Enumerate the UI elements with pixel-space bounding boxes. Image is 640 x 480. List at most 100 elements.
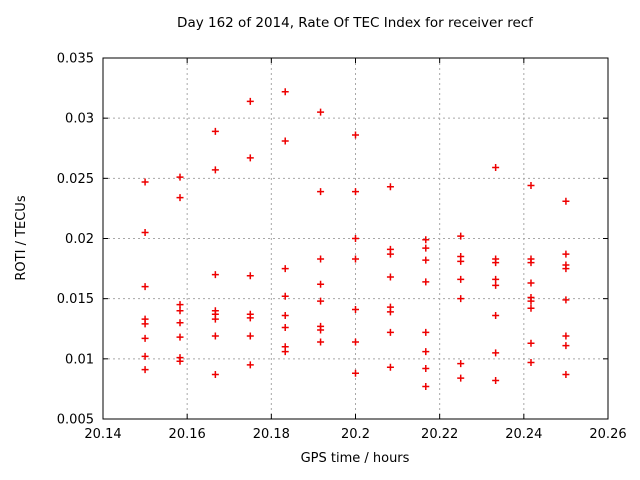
y-tick-label: 0.035 bbox=[57, 52, 94, 67]
data-point bbox=[527, 297, 535, 305]
data-point bbox=[281, 312, 289, 320]
data-point bbox=[176, 301, 184, 309]
data-point bbox=[176, 194, 184, 202]
data-point bbox=[141, 283, 149, 291]
data-point bbox=[176, 173, 184, 181]
y-tick-label: 0.025 bbox=[57, 172, 94, 187]
data-point bbox=[281, 137, 289, 145]
data-point bbox=[422, 278, 430, 286]
data-point bbox=[352, 255, 359, 263]
data-point bbox=[141, 320, 149, 328]
x-axis-label: GPS time / hours bbox=[301, 451, 410, 466]
data-point bbox=[246, 314, 254, 322]
data-point bbox=[457, 257, 465, 265]
data-point bbox=[527, 182, 535, 190]
chart-title: Day 162 of 2014, Rate Of TEC Index for r… bbox=[177, 15, 534, 31]
data-point bbox=[176, 307, 184, 315]
data-point bbox=[211, 370, 219, 378]
data-point bbox=[281, 348, 289, 356]
data-point bbox=[492, 164, 500, 172]
data-point bbox=[492, 376, 500, 384]
data-point bbox=[281, 265, 289, 273]
data-point bbox=[422, 328, 430, 336]
data-point bbox=[281, 292, 289, 300]
data-point bbox=[527, 358, 535, 366]
data-point bbox=[352, 235, 359, 242]
data-point bbox=[562, 265, 570, 273]
data-point bbox=[386, 183, 394, 191]
x-tick-label: 20.18 bbox=[253, 427, 290, 442]
y-tick-label: 0.01 bbox=[65, 352, 94, 367]
data-point bbox=[422, 364, 430, 372]
data-point bbox=[211, 332, 219, 340]
data-point bbox=[281, 324, 289, 332]
data-points bbox=[141, 88, 570, 391]
data-point bbox=[422, 383, 430, 391]
data-point bbox=[457, 232, 465, 240]
x-tick-label: 20.14 bbox=[84, 427, 121, 442]
data-point bbox=[246, 361, 254, 369]
data-point bbox=[386, 328, 394, 336]
plot-border bbox=[102, 57, 609, 420]
data-point bbox=[527, 304, 535, 312]
data-point bbox=[386, 273, 394, 281]
data-point bbox=[492, 281, 500, 289]
data-point bbox=[211, 271, 219, 279]
data-point bbox=[562, 342, 570, 350]
data-point bbox=[422, 348, 430, 356]
data-point bbox=[492, 275, 500, 283]
data-point bbox=[527, 339, 535, 347]
data-point bbox=[176, 319, 184, 327]
data-point bbox=[386, 250, 394, 258]
data-point bbox=[317, 338, 325, 346]
data-point bbox=[317, 326, 325, 334]
data-point bbox=[527, 279, 535, 287]
data-point bbox=[141, 334, 149, 342]
data-point bbox=[211, 315, 219, 323]
data-point bbox=[492, 349, 500, 357]
data-point bbox=[352, 338, 359, 346]
data-point bbox=[211, 166, 219, 174]
data-point bbox=[422, 236, 430, 244]
data-point bbox=[317, 255, 325, 263]
data-point bbox=[281, 88, 289, 96]
data-point bbox=[246, 154, 254, 162]
data-point bbox=[352, 188, 359, 196]
data-point bbox=[352, 369, 359, 377]
x-tick-label: 20.24 bbox=[505, 427, 542, 442]
data-point bbox=[176, 333, 184, 341]
data-point bbox=[317, 297, 325, 305]
data-point bbox=[141, 366, 149, 374]
data-point bbox=[386, 363, 394, 371]
data-point bbox=[492, 259, 500, 267]
data-point bbox=[317, 108, 325, 116]
data-point bbox=[352, 131, 359, 139]
data-point bbox=[457, 275, 465, 283]
x-tick-label: 20.16 bbox=[169, 427, 206, 442]
data-point bbox=[562, 197, 570, 205]
x-tick-label: 20.22 bbox=[421, 427, 458, 442]
data-point bbox=[317, 188, 325, 196]
data-point bbox=[422, 244, 430, 252]
data-point bbox=[317, 280, 325, 288]
data-point bbox=[246, 97, 254, 105]
y-tick-label: 0.02 bbox=[65, 232, 94, 247]
data-point bbox=[527, 259, 535, 267]
data-point bbox=[246, 332, 254, 340]
y-tick-label: 0.005 bbox=[57, 413, 94, 428]
data-point bbox=[562, 370, 570, 378]
x-tick-label: 20.2 bbox=[341, 427, 370, 442]
data-point bbox=[562, 332, 570, 340]
data-point bbox=[562, 296, 570, 304]
data-point bbox=[562, 250, 570, 258]
data-point bbox=[246, 272, 254, 280]
data-point bbox=[422, 256, 430, 264]
data-point bbox=[457, 295, 465, 303]
tick-labels: 20.14 20.16 20.18 20.2 20.22 20.24 20.26 0.005 0… bbox=[57, 52, 627, 443]
y-tick-label: 0.015 bbox=[57, 292, 94, 307]
y-tick-label: 0.03 bbox=[65, 112, 94, 127]
y-axis-label: ROTI / TECUs bbox=[14, 195, 29, 280]
data-point bbox=[492, 312, 500, 320]
